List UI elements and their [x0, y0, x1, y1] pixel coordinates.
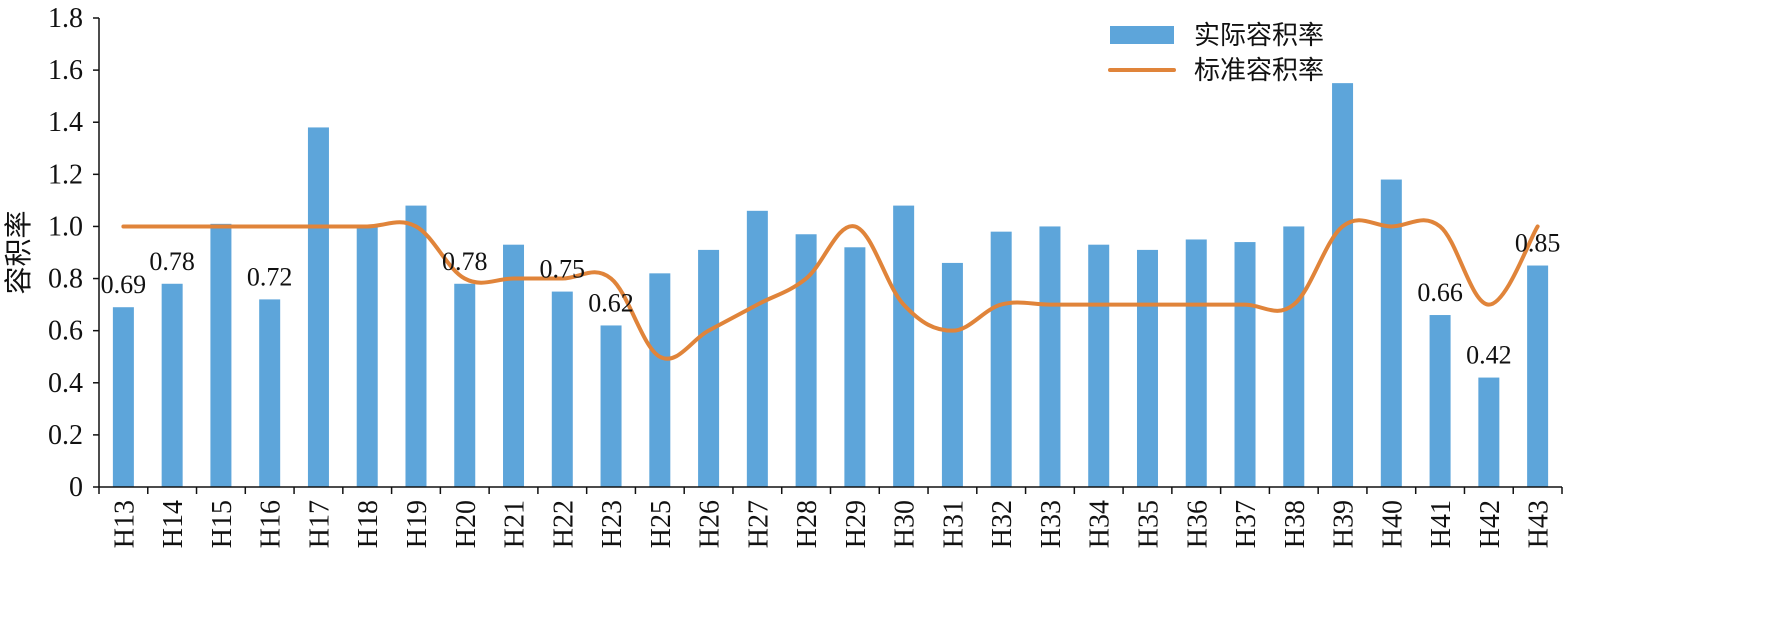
- y-axis-label: 容积率: [2, 210, 35, 294]
- x-tick-label: H29: [841, 500, 872, 548]
- x-tick-label: H18: [353, 500, 384, 548]
- x-tick-label: H42: [1475, 500, 1506, 548]
- x-tick-label: H14: [158, 500, 189, 548]
- x-tick-label: H26: [695, 500, 726, 548]
- x-tick-label: H39: [1329, 500, 1360, 548]
- x-tick-label: H40: [1377, 500, 1408, 548]
- x-tick-label: H16: [256, 500, 287, 548]
- data-label-H23: 0.62: [588, 288, 634, 317]
- x-tick-label: H17: [304, 500, 335, 548]
- legend-swatch-bar: [1110, 26, 1174, 44]
- bar-H29: [844, 247, 866, 487]
- x-tick-label: H34: [1085, 500, 1116, 548]
- x-tick-label: H13: [109, 500, 140, 548]
- data-label-H22: 0.75: [540, 255, 586, 284]
- legend-label-line: 标准容积率: [1194, 56, 1324, 86]
- y-tick-label: 1.8: [48, 3, 83, 34]
- bar-H37: [1234, 242, 1256, 487]
- x-tick-label: H38: [1280, 500, 1311, 548]
- y-tick-label: 1.6: [48, 55, 83, 86]
- x-tick-label: H31: [938, 500, 969, 548]
- bar-H18: [356, 226, 378, 487]
- bar-H14: [161, 283, 183, 487]
- bar-H33: [1039, 226, 1061, 487]
- y-tick-label: 0.4: [48, 368, 83, 399]
- x-tick-label: H43: [1524, 500, 1555, 548]
- bar-H19: [405, 205, 427, 487]
- x-tick-label: H30: [890, 500, 921, 548]
- x-tick-label: H41: [1426, 500, 1457, 548]
- bar-H13: [112, 307, 134, 487]
- bar-H32: [990, 231, 1012, 487]
- bar-H42: [1478, 377, 1500, 487]
- data-label-H14: 0.78: [149, 247, 195, 276]
- x-tick-label: H37: [1231, 500, 1262, 548]
- bar-H26: [698, 249, 720, 487]
- y-tick-label: 1.4: [48, 107, 83, 138]
- bar-H36: [1185, 239, 1207, 487]
- bar-H23: [600, 325, 622, 487]
- line-layer: [121, 218, 1540, 361]
- x-tick-label: H35: [1133, 500, 1164, 548]
- y-tick-label: 1.0: [48, 211, 83, 242]
- x-tick-label: H32: [987, 500, 1018, 548]
- x-tick-label: H20: [451, 500, 482, 548]
- x-tick-label: H27: [743, 500, 774, 548]
- data-label-H20: 0.78: [442, 247, 488, 276]
- bar-H15: [210, 223, 232, 488]
- data-label-H16: 0.72: [247, 262, 293, 291]
- bar-H38: [1283, 226, 1305, 487]
- data-label-H41: 0.66: [1417, 278, 1463, 307]
- y-tick-label: 0.2: [48, 420, 83, 451]
- bar-H31: [941, 262, 963, 487]
- bar-H16: [259, 299, 281, 487]
- bar-H20: [454, 283, 476, 487]
- x-tick-label: H33: [1036, 500, 1067, 548]
- axes-layer: 0 0.2 0.4 0.6 0.8 1.0 1.2 1.4 1.6 1.8 H13 H14 H15 H16…: [48, 3, 1563, 548]
- bar-H27: [746, 210, 768, 488]
- bar-H39: [1332, 83, 1354, 487]
- x-tick-label: H22: [548, 500, 579, 548]
- y-tick-label: 0: [69, 472, 83, 503]
- x-tick-label: H21: [500, 500, 531, 548]
- bar-H34: [1088, 244, 1110, 487]
- bar-H17: [307, 127, 329, 487]
- bar-H22: [551, 291, 573, 487]
- y-tick-label: 0.6: [48, 316, 83, 347]
- y-tick-label: 1.2: [48, 159, 83, 190]
- bar-H25: [649, 273, 671, 487]
- data-label-H43: 0.85: [1515, 229, 1561, 258]
- bar-H21: [503, 244, 525, 487]
- line-series-standard: [121, 218, 1540, 361]
- legend-label-bar: 实际容积率: [1194, 21, 1324, 51]
- bar-H43: [1527, 265, 1549, 487]
- y-tick-label: 0.8: [48, 264, 83, 295]
- data-labels-layer: 0.690.780.720.78 0.750.62 0.660.420.85: [101, 229, 1561, 370]
- data-label-H13: 0.69: [101, 270, 147, 299]
- bar-H28: [795, 234, 817, 487]
- x-tick-label: H23: [597, 500, 628, 548]
- bar-H40: [1380, 179, 1402, 488]
- x-tick-label: H19: [402, 500, 433, 548]
- data-label-H42: 0.42: [1466, 341, 1512, 370]
- x-tick-label: H15: [207, 500, 238, 548]
- bar-H30: [893, 205, 915, 487]
- bar-H41: [1429, 315, 1451, 487]
- x-tick-label: H28: [792, 500, 823, 548]
- x-tick-label: H36: [1182, 500, 1213, 548]
- x-tick-label: H25: [646, 500, 677, 548]
- bars-layer: [112, 83, 1549, 488]
- bar-H35: [1136, 249, 1158, 487]
